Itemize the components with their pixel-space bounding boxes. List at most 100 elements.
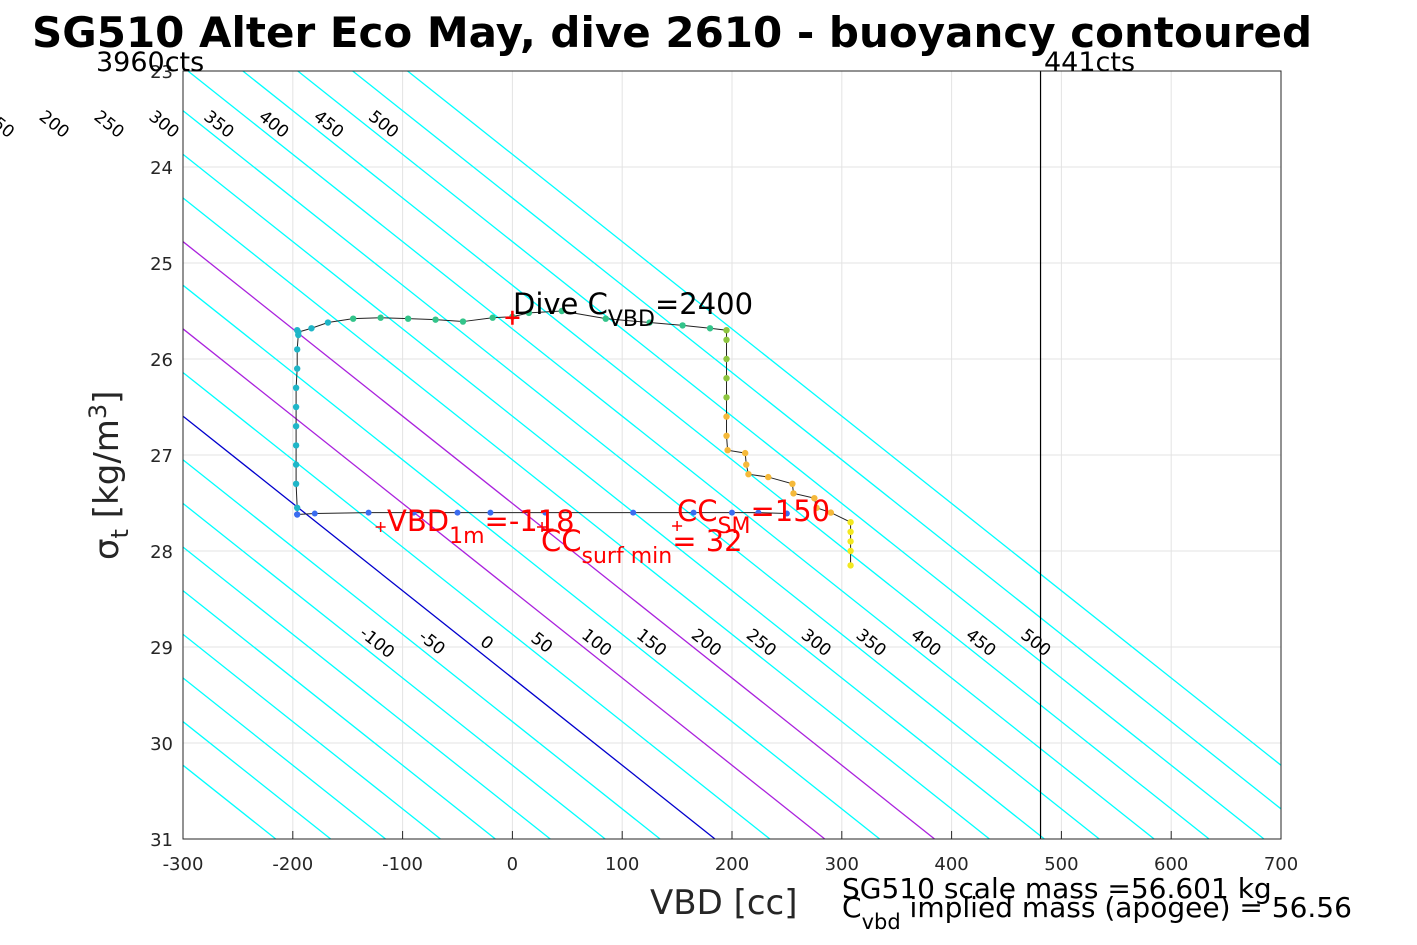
contour-line (183, 197, 990, 839)
corner-left-label: 3960cts (96, 47, 204, 78)
trace-point (293, 346, 301, 353)
ascent-point (487, 509, 494, 516)
marker-cross (375, 522, 386, 532)
trace-point (432, 316, 439, 323)
trace-point (741, 449, 749, 457)
ascent-point (729, 509, 735, 516)
dive-trace (292, 307, 854, 569)
contour-line (297, 71, 1265, 839)
ascent-point (410, 509, 417, 516)
contour-line (183, 328, 826, 839)
trace-point (723, 432, 730, 439)
trace-point (743, 461, 750, 468)
surface-marker (505, 310, 520, 325)
x-tick-label: 500 (1044, 854, 1078, 875)
vbd-1m-annotation: VBD1m=-118 (387, 504, 575, 549)
marker-cross (672, 521, 683, 532)
contour-line (183, 153, 1045, 839)
x-tick-label: 100 (605, 854, 639, 875)
trace-point (293, 511, 301, 518)
trace-point (489, 314, 496, 321)
trace-point (724, 447, 731, 454)
buoyancy-contours (183, 71, 1281, 839)
y-tick-label: 27 (150, 446, 173, 467)
x-axis-label: VBD [cc] (650, 883, 798, 923)
trace-point (723, 327, 730, 334)
trace-point (459, 318, 467, 325)
y-tick-label: 26 (150, 350, 173, 371)
x-tick-label: 0 (507, 854, 518, 875)
y-tick-label: 29 (150, 638, 173, 659)
trace-point (723, 394, 730, 401)
trace-point (706, 325, 714, 332)
contour-line (183, 633, 441, 839)
chart-title: SG510 Alter Eco May, dive 2610 - buoyanc… (32, 8, 1312, 57)
contour-line (183, 458, 661, 839)
contour-line (183, 109, 1100, 839)
trace-point (646, 319, 653, 326)
y-tick-label: 25 (150, 254, 173, 275)
trace-point (292, 461, 300, 468)
trace-point (723, 375, 730, 382)
trace-point (324, 319, 332, 326)
trace-point (292, 423, 300, 430)
trace-point (377, 314, 384, 321)
trace-point (790, 490, 797, 497)
x-tick-label: 400 (934, 854, 968, 875)
trace-point (292, 480, 300, 487)
y-tick-label: 30 (150, 734, 173, 755)
y-tick-label: 24 (150, 158, 173, 179)
trace-point (602, 315, 609, 322)
trace-point (292, 442, 300, 449)
corner-right-label: 441cts (1044, 47, 1135, 78)
x-tick-label: 200 (715, 854, 749, 875)
x-tick-label: 600 (1154, 854, 1188, 875)
trace-point (745, 471, 752, 478)
trace-point (349, 315, 357, 322)
trace-point (847, 547, 854, 555)
ascent-trace-line (297, 512, 787, 516)
trace-point (847, 538, 854, 545)
y-tick-label: 28 (150, 542, 173, 563)
x-tick-label: 700 (1264, 854, 1298, 875)
y-tick-label: 31 (150, 830, 173, 851)
y-axis-label: σt [kg/m3] (84, 391, 134, 560)
x-tick-label: -200 (272, 854, 313, 875)
ascent-point (454, 509, 461, 516)
contour-line (407, 71, 1281, 767)
contour-line (183, 284, 881, 839)
ascent-point (783, 510, 790, 517)
contour-line (183, 240, 935, 839)
ascent-point (365, 509, 372, 516)
contour-line (183, 677, 386, 839)
trace-point (789, 480, 796, 487)
trace-point (293, 504, 301, 511)
trace-point (293, 365, 301, 372)
trace-point (308, 325, 315, 332)
cc-surf-min-annotation: CCsurf min= 32 (541, 524, 743, 569)
marker-cross (537, 522, 548, 532)
trace-point (292, 403, 300, 411)
contour-line (183, 371, 771, 839)
contour-line (187, 71, 1155, 839)
trace-point (558, 307, 566, 315)
ascent-point (630, 509, 637, 516)
trace-point (723, 355, 730, 363)
contour-line (183, 415, 716, 839)
trace-point (847, 519, 854, 526)
trace-point (723, 413, 730, 420)
x-tick-label: -100 (382, 854, 423, 875)
trace-point (723, 336, 730, 343)
ascent-point (690, 509, 697, 516)
trace-point (811, 495, 818, 502)
trace-point (847, 528, 854, 535)
trace-point (404, 315, 412, 322)
trace-point (295, 328, 302, 336)
axes (182, 70, 1282, 840)
trace-point (765, 473, 772, 481)
trace-point (525, 309, 533, 317)
cc-sm-annotation: CCSM=150 (677, 494, 830, 539)
trace-point (813, 504, 820, 511)
trace-point (827, 509, 835, 516)
